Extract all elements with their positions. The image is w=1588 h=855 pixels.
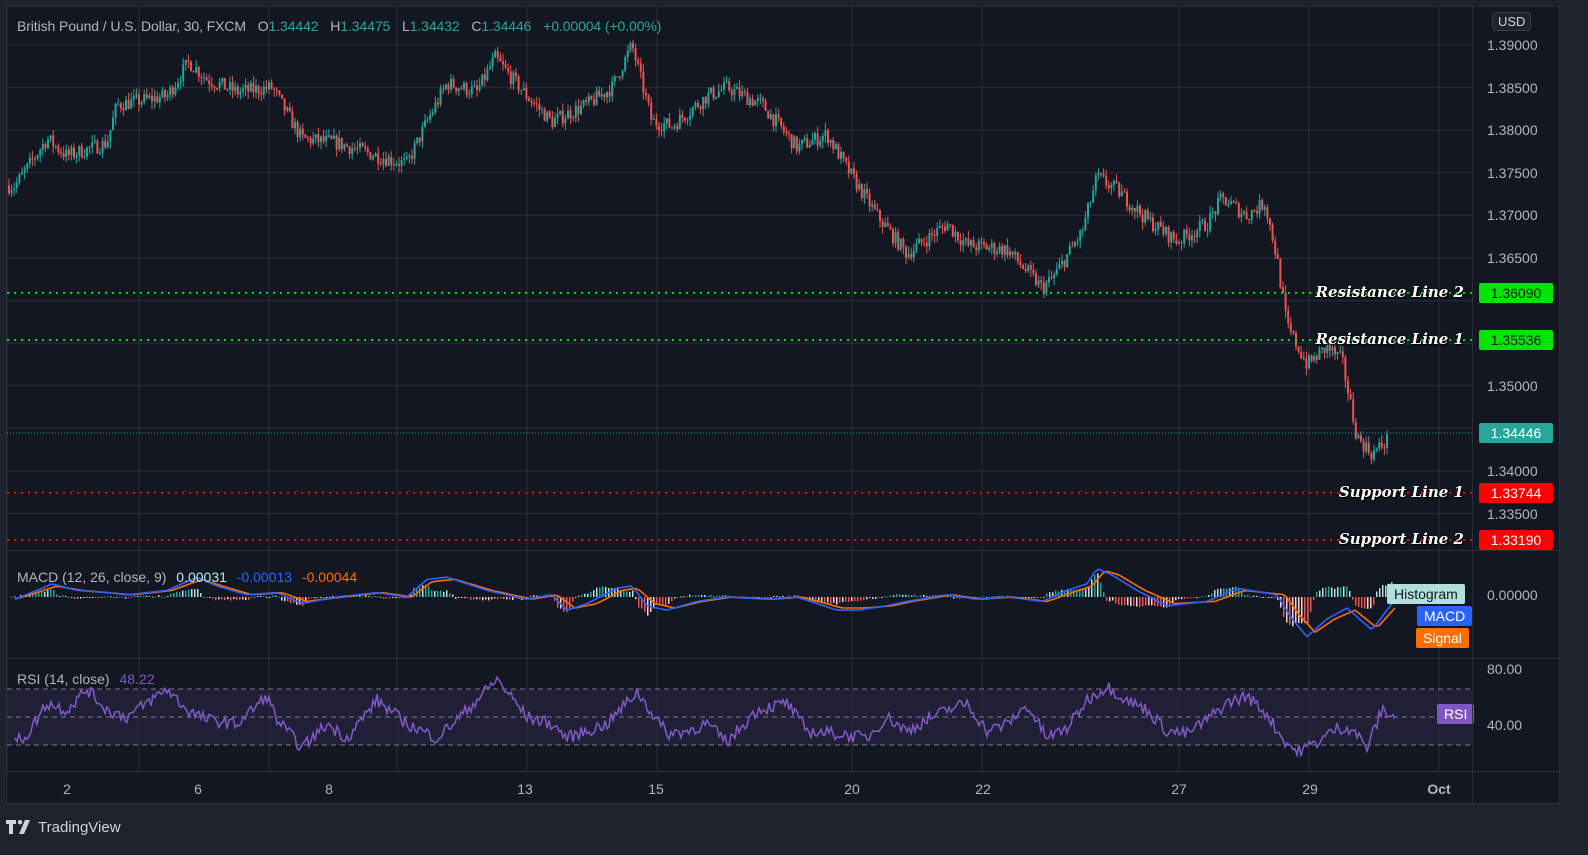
rsi-chart[interactable]	[6, 659, 1472, 772]
rsi-chip: RSI	[1437, 704, 1475, 724]
change-value: +0.00004 (+0.00%)	[543, 18, 662, 34]
time-axis-label: 6	[194, 781, 202, 797]
signal-chip: Signal	[1416, 628, 1469, 648]
level-label: Support Line 2	[1338, 530, 1464, 548]
rsi-title: RSI (14, close)	[17, 671, 110, 687]
price-axis[interactable]: 1.36090 1.35536 1.33744 1.33190 1.39000 1.385…	[1472, 7, 1561, 550]
price-axis-tick: 1.35000	[1487, 377, 1538, 394]
level-label: Resistance Line 2	[1315, 282, 1464, 301]
level-price-tag: 1.35536	[1479, 330, 1553, 351]
axis-corner	[1472, 771, 1561, 805]
time-axis-label: 15	[648, 781, 664, 797]
rsi-axis[interactable]: 80.00 40.00	[1472, 658, 1561, 772]
high-value: 1.34475	[340, 18, 391, 34]
footer-brand[interactable]: TradingView	[6, 818, 121, 836]
macd-chip: MACD	[1417, 606, 1473, 626]
rsi-legend: RSI (14, close) 48.22	[17, 671, 155, 687]
price-axis-tick: 1.39000	[1487, 37, 1538, 53]
time-axis-label: Oct	[1427, 781, 1451, 797]
high-label: H	[330, 18, 341, 34]
price-axis-tick: 1.38500	[1487, 79, 1538, 96]
level-price-tag: 1.36090	[1479, 282, 1553, 303]
price-axis-tick: 1.37500	[1487, 164, 1538, 181]
macd-title: MACD (12, 26, close, 9)	[17, 569, 167, 585]
level-price-tag: 1.33744	[1479, 482, 1553, 503]
histogram-chip: Histogram	[1387, 584, 1465, 604]
symbol-legend: British Pound / U.S. Dollar, 30, FXCM O1…	[17, 18, 661, 34]
low-label: L	[402, 18, 410, 34]
rsi-axis-tick-40: 40.00	[1487, 717, 1523, 733]
time-axis[interactable]: 2 6 8 13 15 20 22 27 29 Oct	[7, 771, 1472, 805]
macd-chart[interactable]	[6, 551, 1472, 659]
time-axis-label: 22	[975, 781, 991, 797]
price-axis-tick: 1.34000	[1487, 463, 1538, 479]
macd-legend: MACD (12, 26, close, 9) 0.00031 -0.00013…	[17, 569, 357, 585]
rsi-value: 48.22	[119, 671, 155, 687]
level-price-tag: 1.33190	[1479, 530, 1553, 550]
close-label: C	[471, 18, 482, 34]
symbol-title: British Pound / U.S. Dollar, 30, FXCM	[17, 18, 246, 34]
time-axis-label: 29	[1302, 781, 1318, 797]
brand-name: TradingView	[38, 818, 121, 836]
price-axis-tick: 1.33500	[1487, 505, 1538, 522]
macd-line-value: -0.00013	[236, 569, 293, 585]
time-axis-label: 2	[63, 781, 71, 797]
candlestick-chart[interactable]	[6, 7, 1472, 550]
time-axis-label: 20	[844, 781, 860, 797]
open-label: O	[257, 18, 269, 34]
price-axis-tick: 1.38000	[1487, 122, 1538, 139]
price-axis-tick: 1.37000	[1487, 207, 1538, 224]
price-pane[interactable]: British Pound / U.S. Dollar, 30, FXCM O1…	[6, 7, 1472, 550]
level-label: Resistance Line 1	[1315, 330, 1464, 349]
time-axis-label: 27	[1171, 781, 1187, 797]
close-value: 1.34446	[481, 18, 532, 34]
low-value: 1.34432	[409, 18, 460, 34]
open-value: 1.34442	[268, 18, 319, 34]
level-label: Support Line 1	[1338, 482, 1464, 501]
macd-axis[interactable]: 0.00000	[1472, 550, 1561, 659]
currency-badge[interactable]: USD	[1492, 12, 1532, 31]
macd-histogram-value: 0.00031	[176, 569, 227, 585]
time-axis-label: 13	[517, 781, 533, 797]
tradingview-logo-icon	[6, 818, 34, 836]
rsi-axis-tick-80: 80.00	[1487, 661, 1523, 677]
macd-axis-tick: 0.00000	[1487, 587, 1538, 603]
price-axis-tick: 1.36500	[1487, 250, 1538, 266]
time-axis-label: 8	[325, 781, 333, 797]
current-price-tag: 1.34446	[1479, 423, 1553, 443]
macd-pane[interactable]: MACD (12, 26, close, 9) 0.00031 -0.00013…	[6, 550, 1473, 659]
macd-signal-value: -0.00044	[301, 569, 358, 585]
chart-frame: British Pound / U.S. Dollar, 30, FXCM O1…	[6, 6, 1561, 805]
rsi-pane[interactable]: RSI (14, close) 48.22 RSI	[6, 658, 1475, 772]
